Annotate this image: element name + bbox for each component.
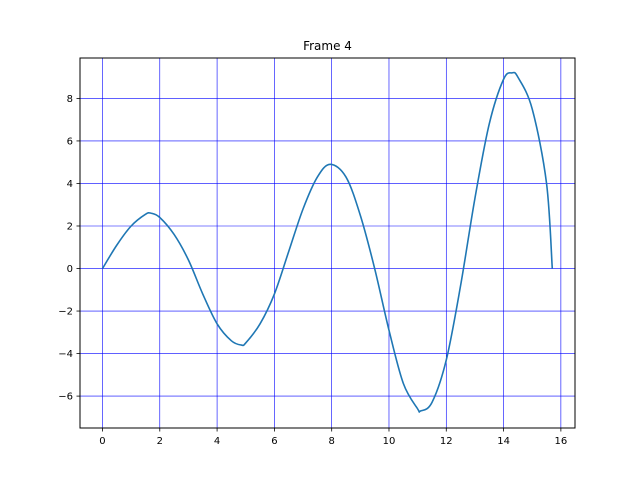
y-tick-label: −4	[58, 349, 73, 360]
x-tick-label: 8	[328, 436, 334, 447]
y-tick-label: −6	[58, 392, 73, 403]
x-tick-label: 4	[214, 436, 220, 447]
y-tick-label: −2	[58, 307, 73, 318]
y-tick-label: 4	[67, 179, 73, 190]
x-tick-label: 10	[383, 436, 396, 447]
y-tick-label: 6	[67, 136, 73, 147]
x-tick-label: 6	[271, 436, 277, 447]
series-line	[101, 71, 554, 413]
x-tick-label: 16	[555, 436, 568, 447]
y-tick-label: 2	[67, 221, 73, 232]
x-tick-label: 2	[157, 436, 163, 447]
plot-area	[101, 71, 554, 413]
ticks: 0 2 4 6 8 10 12 14 16 −6 −4 −2 0 2 4 6 8	[58, 94, 567, 447]
grid	[80, 58, 575, 428]
x-tick-label: 14	[497, 436, 510, 447]
x-tick-label: 0	[99, 436, 105, 447]
chart-title: Frame 4	[303, 39, 352, 53]
axes-frame	[79, 57, 576, 429]
y-tick-label: 0	[67, 264, 73, 275]
x-tick-label: 12	[440, 436, 453, 447]
y-tick-label: 8	[67, 94, 73, 105]
